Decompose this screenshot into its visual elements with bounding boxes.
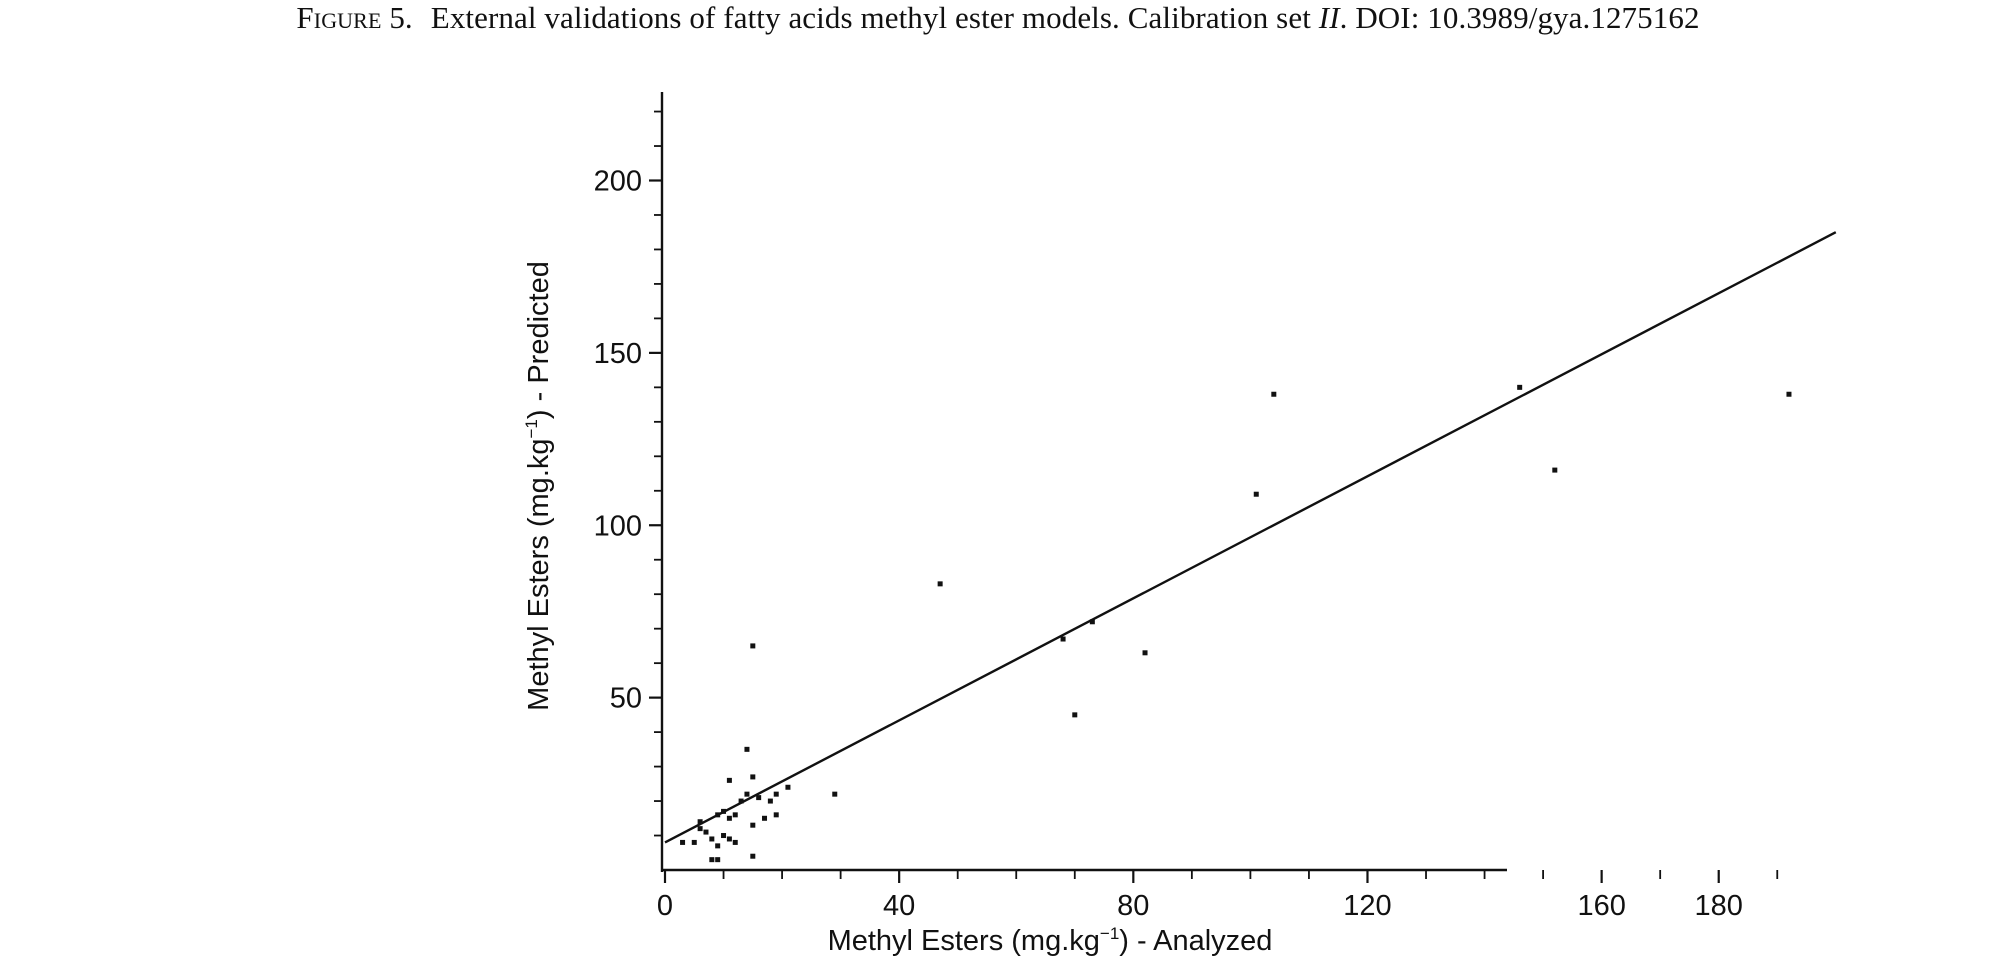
data-point xyxy=(697,826,703,832)
x-tick-label: 180 xyxy=(1695,890,1743,922)
y-tick-label: 50 xyxy=(610,683,642,715)
data-point xyxy=(767,798,773,804)
data-point xyxy=(1089,619,1095,625)
caption-text-after: . DOI: 10.3989/gya.1275162 xyxy=(1339,0,1700,35)
data-point xyxy=(726,777,732,783)
x-axis-title-superscript: −1 xyxy=(1100,924,1119,943)
data-point xyxy=(726,815,732,821)
caption-text-before: External validations of fatty acids meth… xyxy=(430,0,1319,35)
data-point xyxy=(773,791,779,797)
y-tick-label: 150 xyxy=(594,338,642,370)
figure-caption: Figure 5. External validations of fatty a… xyxy=(0,0,1996,36)
data-point xyxy=(715,843,721,849)
data-point xyxy=(756,795,762,801)
data-point xyxy=(937,581,943,587)
x-axis-ticks: 0 40 80 120 160 180 xyxy=(657,870,1779,922)
data-point xyxy=(732,812,738,818)
data-point xyxy=(1072,712,1078,718)
data-point xyxy=(750,853,756,859)
data-point xyxy=(1517,384,1523,390)
data-point xyxy=(1552,467,1558,473)
x-axis-title-prefix: Methyl Esters (mg.kg xyxy=(828,925,1100,957)
data-point xyxy=(744,791,750,797)
y-axis-title-prefix: Methyl Esters (mg.kg xyxy=(523,439,555,711)
data-point xyxy=(732,839,738,845)
data-point xyxy=(709,857,715,863)
data-point xyxy=(1271,391,1277,397)
data-point xyxy=(703,829,709,835)
x-tick-label: 120 xyxy=(1343,890,1391,922)
x-tick-label: 80 xyxy=(1117,890,1149,922)
y-tick-label: 200 xyxy=(594,166,642,198)
data-point xyxy=(1060,636,1066,642)
data-point xyxy=(697,819,703,825)
y-axis-title-superscript: −1 xyxy=(522,419,541,438)
regression-line xyxy=(664,231,1837,844)
x-tick-label: 0 xyxy=(657,890,673,922)
data-point xyxy=(715,812,721,818)
y-axis-title: Methyl Esters (mg.kg−1) - Predicted xyxy=(522,261,555,711)
data-point xyxy=(715,857,721,863)
data-point xyxy=(1786,391,1792,397)
data-point xyxy=(750,643,756,649)
chart-axes: 0 40 80 120 160 180 50 100 150 200 xyxy=(594,92,1779,922)
data-point xyxy=(709,836,715,842)
y-axis-title-suffix: ) - Predicted xyxy=(523,261,555,419)
data-point xyxy=(750,774,756,780)
data-point xyxy=(785,784,791,790)
data-point xyxy=(762,815,768,821)
data-points xyxy=(680,384,1792,863)
x-axis-title: Methyl Esters (mg.kg−1) - Analyzed xyxy=(828,924,1273,957)
data-point xyxy=(680,839,686,845)
data-point xyxy=(750,822,756,828)
data-point xyxy=(721,833,727,839)
data-point xyxy=(726,836,732,842)
y-tick-label: 100 xyxy=(594,510,642,542)
figure-label: Figure 5. xyxy=(296,0,413,35)
data-point xyxy=(832,791,838,797)
data-point xyxy=(721,808,727,814)
calibration-set-id: II xyxy=(1318,0,1340,35)
data-point xyxy=(1142,650,1148,656)
x-axis-title-suffix: ) - Analyzed xyxy=(1119,925,1272,957)
y-axis-ticks: 50 100 150 200 xyxy=(594,110,662,837)
x-tick-label: 40 xyxy=(883,890,915,922)
data-point xyxy=(691,839,697,845)
data-point xyxy=(773,812,779,818)
data-point xyxy=(1253,491,1259,497)
data-point xyxy=(738,798,744,804)
x-tick-label: 160 xyxy=(1577,890,1625,922)
data-point xyxy=(744,746,750,752)
